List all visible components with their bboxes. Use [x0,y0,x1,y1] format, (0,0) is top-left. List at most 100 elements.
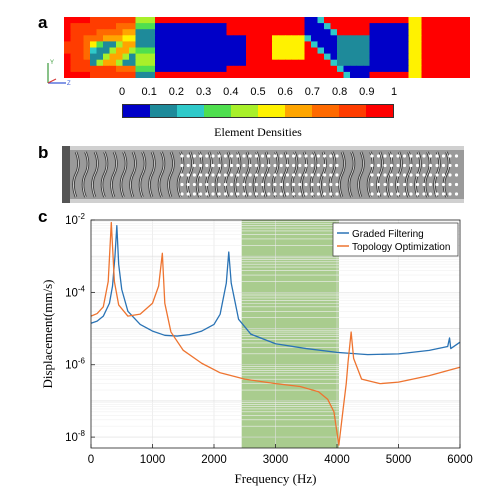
density-cell [116,59,123,67]
density-cell [220,59,227,67]
density-cell [311,41,318,48]
density-cell [441,59,448,67]
density-cell [187,29,195,36]
density-cell [142,23,149,30]
x-tick-label: 2000 [201,454,227,466]
density-cell [83,47,91,55]
density-cell [389,59,396,67]
y-tick-exponent: -2 [78,212,86,221]
density-cell [181,53,188,61]
density-cell [207,41,214,48]
density-cell [285,47,292,55]
x-tick-label: 4000 [324,454,350,466]
density-cell [174,53,182,61]
density-cell [382,53,390,61]
density-cell [83,59,91,67]
density-cell [408,23,416,30]
density-cell [441,23,448,30]
density-cell [330,59,338,67]
density-cell [343,17,351,24]
density-cell [460,71,468,78]
density-cell [356,53,364,61]
density-cell [259,53,266,61]
colorbar-tick-labels: 0 0.1 0.2 0.3 0.4 0.5 0.6 0.7 0.8 0.9 1 [0,86,500,102]
density-map-image [64,17,470,78]
density-cell [142,65,149,73]
density-cell [311,65,318,73]
density-cell [265,29,273,36]
density-cell [142,71,149,78]
density-cell [174,47,182,55]
density-cell [259,23,266,30]
colorbar [122,104,394,118]
density-cell [200,17,208,24]
density-cell [285,23,292,30]
density-cell [389,47,396,55]
density-cell [90,65,97,73]
density-cell [239,53,247,61]
density-cell [259,47,266,55]
density-cell [252,35,260,42]
density-cell [226,65,234,73]
density-cell [213,29,221,36]
density-cell [213,59,221,67]
density-cell [246,47,253,55]
density-cell [148,53,156,61]
density-cell [324,17,331,24]
density-cell [272,23,279,30]
density-cell [220,35,227,42]
density-cell [265,71,273,78]
density-cell [285,29,292,36]
density-cell [467,71,470,78]
density-cell [272,71,279,78]
density-cell [376,17,383,24]
panel-label-c: c [38,207,48,226]
density-cell [135,65,143,73]
density-cell [181,71,188,78]
density-cell [421,47,429,55]
density-cell [90,41,97,48]
density-cell [181,17,188,24]
density-cell [421,23,429,30]
density-cell [83,65,91,73]
density-cell [408,53,416,61]
density-cell [239,23,247,30]
density-cell [402,47,409,55]
density-cell [343,47,351,55]
density-cell [298,35,305,42]
density-cell [311,71,318,78]
density-cell [415,53,422,61]
density-cell [129,47,136,55]
density-cell [233,41,240,48]
density-cell [233,53,240,61]
density-cell [395,23,403,30]
density-cell [135,23,143,30]
density-cell [324,29,331,36]
density-cell [382,41,390,48]
density-cell [77,65,84,73]
density-cell [77,17,84,24]
colorbar-tick-label: 0.3 [195,86,212,98]
x-tick-label: 5000 [386,454,412,466]
density-cell [122,53,130,61]
density-cell [142,29,149,36]
density-cell [408,29,416,36]
density-cell [304,65,312,73]
legend-label: Graded Filtering [352,229,424,240]
density-cell [161,41,169,48]
density-cell [265,53,273,61]
colorbar-segment [285,105,312,117]
density-cell [447,29,455,36]
x-axis-label: Frequency (Hz) [235,471,317,486]
density-cell [168,17,175,24]
density-cell [96,71,104,78]
density-cell [187,59,195,67]
density-cell [213,71,221,78]
density-cell [304,29,312,36]
density-cell [168,29,175,36]
density-cell [187,47,195,55]
density-cell [155,29,162,36]
density-cell [454,29,461,36]
density-cell [168,23,175,30]
density-cell [389,23,396,30]
